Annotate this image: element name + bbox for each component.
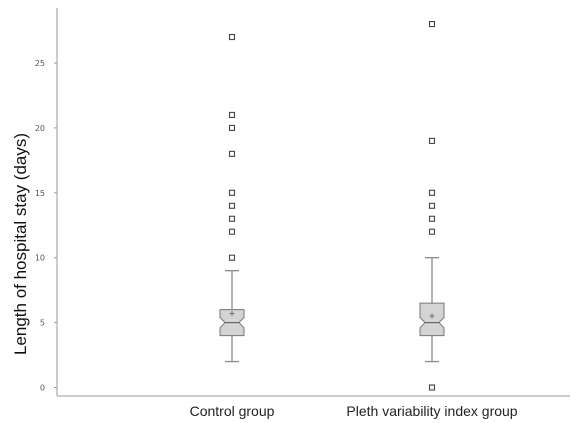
category-labels: Control group Pleth variability index gro… — [190, 403, 518, 419]
outlier-point — [228, 111, 236, 118]
category-label: Pleth variability index group — [346, 403, 517, 419]
outlier-point — [428, 384, 436, 391]
outlier-point — [228, 33, 236, 41]
y-tick-label: 25 — [35, 59, 45, 68]
y-tick-label: 0 — [40, 384, 45, 393]
y-axis-ticks: 0 5 10 15 20 25 — [35, 59, 57, 393]
outlier-point — [228, 254, 236, 261]
outlier-point — [228, 189, 236, 196]
outlier-point — [228, 215, 236, 222]
outlier-point — [428, 189, 436, 196]
outlier-point — [228, 228, 236, 235]
y-tick-label: 10 — [35, 254, 45, 263]
box-iqr — [419, 302, 445, 337]
outlier-point — [228, 124, 236, 131]
outlier-point — [228, 150, 236, 157]
y-axis-title: Length of hospital stay (days) — [11, 133, 30, 355]
y-tick-label: 20 — [35, 124, 45, 133]
y-tick-label: 15 — [35, 189, 45, 198]
y-tick-label: 5 — [40, 319, 45, 328]
outlier-point — [428, 137, 436, 144]
outlier-point — [428, 202, 436, 209]
box-group — [219, 33, 245, 363]
axes — [56, 8, 570, 397]
box-plots — [219, 21, 445, 391]
category-label: Control group — [190, 403, 275, 419]
box-group — [419, 21, 445, 391]
outlier-point — [428, 215, 436, 222]
outlier-point — [428, 228, 436, 235]
outlier-point — [228, 202, 236, 209]
outlier-point — [428, 21, 436, 28]
